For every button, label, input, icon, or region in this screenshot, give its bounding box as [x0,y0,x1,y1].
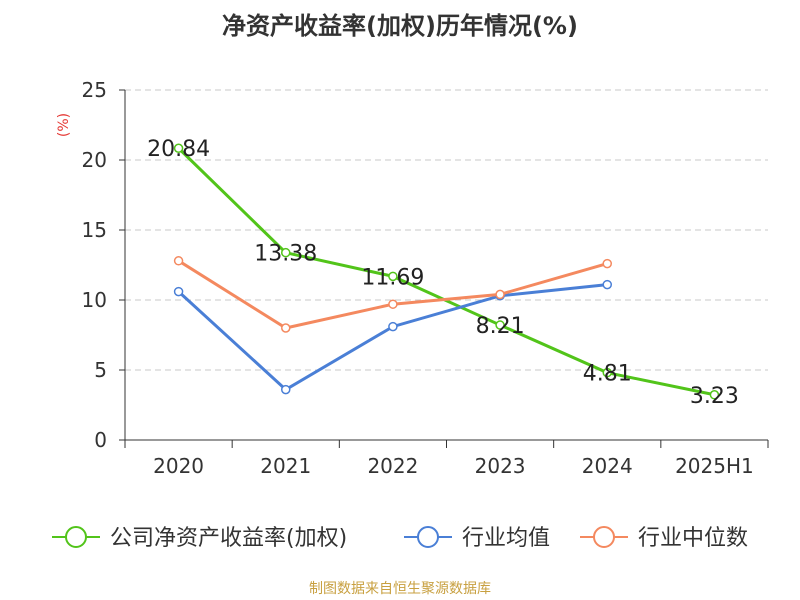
data-label: 11.69 [361,265,424,290]
legend-label: 公司净资产收益率(加权) [110,526,347,551]
data-point [388,299,398,309]
legend-label: 行业均值 [462,526,550,551]
y-tick-label: 0 [94,428,107,452]
gridlines [125,89,768,371]
axes: 0 5 10 15 20 25 2020 2021 2022 2023 2024 2025H1 (%) [56,78,769,478]
series-lines [173,143,720,400]
data-labels: 20.84 13.38 11.69 8.21 4.81 3.23 [147,137,739,409]
data-label: 13.38 [254,242,317,267]
data-point [602,367,612,378]
y-tick-label: 15 [82,218,107,242]
x-tick-label: 2024 [582,454,633,478]
y-tick-label: 5 [94,358,107,382]
data-point [602,258,612,269]
data-point [602,279,612,290]
legend-marker [65,526,87,548]
data-label: 20.84 [147,137,210,162]
y-tick-label: 25 [82,78,107,102]
x-tick-label: 2021 [260,454,311,478]
data-point [281,384,291,395]
y-tick-label: 10 [82,288,107,312]
data-point [495,289,505,300]
data-point [495,320,505,330]
legend: 公司净资产收益率(加权) 行业均值 行业中位数 [52,526,748,551]
data-label: 8.21 [476,314,525,339]
data-point [388,321,398,332]
data-label: 3.23 [690,384,739,409]
x-tick-label: 2022 [367,454,418,478]
legend-label: 行业中位数 [638,526,748,551]
data-point [709,390,720,400]
legend-marker [593,526,615,548]
data-point [173,143,184,153]
x-tick-label: 2023 [475,454,526,478]
series-line [177,147,715,397]
x-tick-label: 2020 [153,454,204,478]
legend-marker [417,526,439,548]
chart-title: 净资产收益率(加权)历年情况(%) [222,12,578,40]
y-tick-label: 20 [82,148,107,172]
x-tick-label: 2025H1 [675,454,754,478]
data-point [173,286,184,297]
data-point [281,247,291,258]
data-point [388,271,398,282]
data-point [281,323,291,333]
y-axis-label: (%) [56,113,72,137]
data-point [173,256,184,266]
data-label: 4.81 [583,362,632,387]
source-note: 制图数据来自恒生聚源数据库 [309,581,491,597]
